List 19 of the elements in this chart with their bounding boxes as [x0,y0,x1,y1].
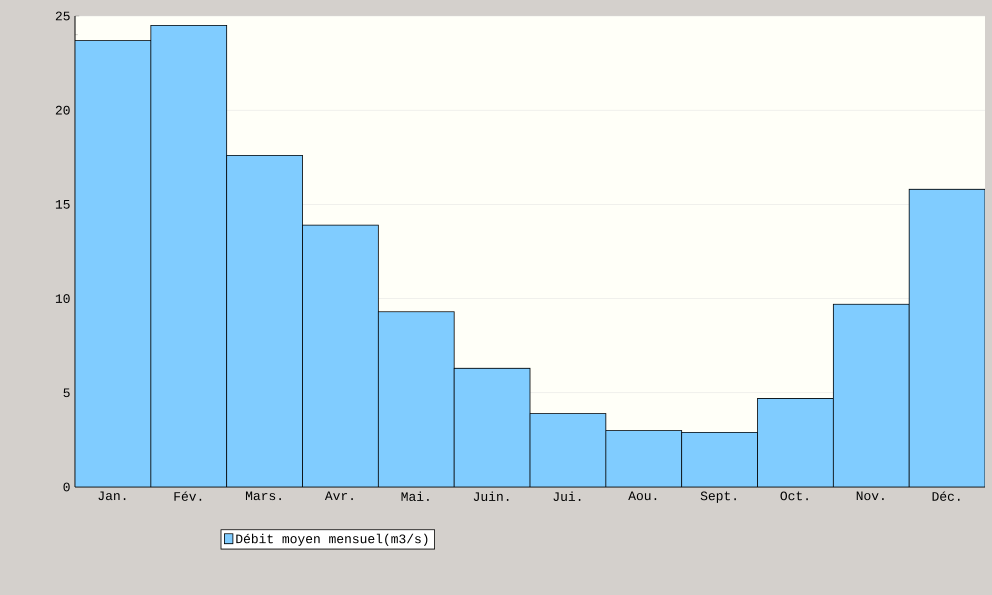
y-tick-label: 10 [56,294,70,303]
x-tick-label: Nov. [856,492,884,500]
legend-label: Débit moyen mensuel(m3/s) [236,534,428,546]
x-tick-label: Juin. [474,491,508,502]
y-tick-label: 25 [56,12,70,20]
x-tick-label: Jui. [553,491,580,502]
x-tick-label: Sept. [700,491,736,503]
y-tick-label: 0 [64,482,70,492]
x-tick-label: Déc. [932,492,960,501]
x-tick-label: Oct. [780,491,808,500]
x-tick-label: Mai. [402,491,429,502]
x-tick-label: Aou. [628,492,656,500]
x-tick-label: Fév. [174,492,202,501]
x-tick-label: Jan. [98,492,126,500]
x-tick-label: Mars. [246,492,281,500]
y-tick-label: 5 [64,388,70,398]
y-tick-label: 20 [56,106,70,115]
y-tick-label: 15 [56,200,70,209]
x-tick-label: Avr. [324,492,353,500]
